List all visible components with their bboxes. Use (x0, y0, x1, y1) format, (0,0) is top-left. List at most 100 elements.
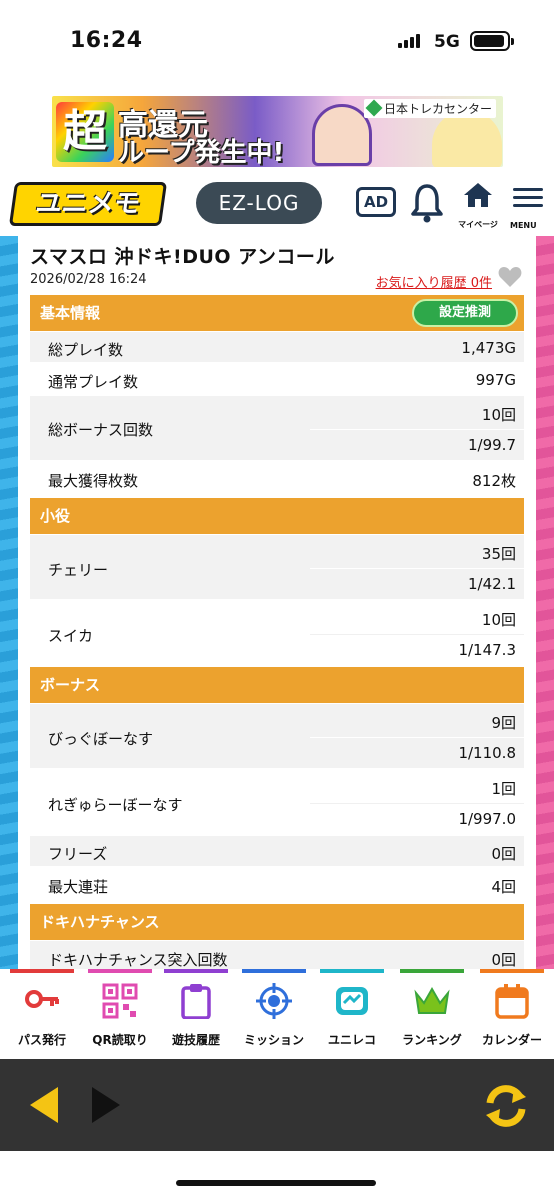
banner-brand: 日本トレカセンター (364, 99, 496, 118)
section-header-bonus: ボーナス (30, 667, 524, 703)
row-value: 1,473G (461, 339, 516, 357)
row-value: 0回 (491, 949, 516, 969)
favorite-history-link[interactable]: お気に入り履歴 0件 (376, 272, 492, 291)
heart-icon[interactable] (498, 266, 522, 288)
forward-arrow-icon[interactable] (92, 1087, 120, 1123)
row-divider (310, 737, 524, 738)
tab-play-history[interactable]: 遊技履歴 (160, 969, 232, 1059)
table-row: 総ボーナス回数 10回 1/99.7 (30, 396, 524, 462)
ez-log-button[interactable]: EZ-LOG (196, 182, 322, 224)
table-row: 総プレイ数 1,473G (30, 332, 524, 364)
tab-label: 遊技履歴 (156, 1031, 236, 1048)
row-value: 10回 (482, 404, 516, 425)
tab-calendar[interactable]: カレンダー (476, 969, 548, 1059)
row-label: れぎゅらーぼーなす (48, 794, 183, 815)
row-divider (310, 803, 524, 804)
clipboard-icon (178, 983, 214, 1019)
row-sub-value: 1/997.0 (458, 810, 516, 828)
banner-brand-text: 日本トレカセンター (384, 102, 492, 116)
right-decoration (536, 236, 554, 969)
tab-color-bar (164, 969, 228, 973)
home-indicator (176, 1180, 376, 1186)
bell-icon[interactable] (410, 182, 444, 224)
status-time: 16:24 (70, 28, 143, 53)
table-row: スイカ 10回 1/147.3 (30, 601, 524, 665)
section-header-basic: 基本情報 設定推測 (30, 295, 524, 331)
row-sub-value: 1/42.1 (468, 575, 516, 593)
battery-icon (470, 31, 510, 51)
datetime: 2026/02/28 16:24 (30, 272, 147, 287)
unireco-icon (334, 983, 370, 1019)
row-sub-value: 1/147.3 (458, 641, 516, 659)
row-label: ドキハナチャンス突入回数 (48, 949, 228, 969)
home-icon (463, 182, 493, 208)
signal-icon (398, 34, 426, 48)
site-logo[interactable]: ユニメモ (9, 182, 167, 226)
tab-color-bar (320, 969, 384, 973)
table-row: 最大連荘 4回 (30, 868, 524, 902)
row-divider (310, 429, 524, 430)
table-row: 最大獲得枚数 812枚 (30, 462, 524, 496)
tab-label: ランキング (392, 1031, 472, 1048)
section-title: ドキハナチャンス (40, 913, 160, 931)
tab-label: パス発行 (2, 1031, 82, 1048)
mypage-button[interactable]: マイページ (458, 182, 498, 230)
tab-label: ミッション (234, 1031, 314, 1048)
row-label: 総ボーナス回数 (48, 419, 153, 440)
tab-pass-issue[interactable]: パス発行 (6, 969, 78, 1059)
row-divider (310, 634, 524, 635)
table-row: れぎゅらーぼーなす 1回 1/997.0 (30, 770, 524, 836)
row-label: 総プレイ数 (48, 339, 123, 360)
table-row: びっぐぼーなす 9回 1/110.8 (30, 704, 524, 770)
row-sub-value: 1/110.8 (458, 744, 516, 762)
row-value: 812枚 (472, 470, 516, 491)
status-bar: 16:24 5G (0, 0, 554, 84)
tab-color-bar (400, 969, 464, 973)
row-value: 997G (476, 371, 516, 389)
main-content[interactable]: スマスロ 沖ドキ!DUO アンコール 2026/02/28 16:24 お気に入… (30, 236, 524, 969)
target-icon (256, 983, 292, 1019)
row-divider (310, 568, 524, 569)
ad-button[interactable]: AD (356, 187, 396, 217)
section-title: 小役 (40, 507, 70, 525)
tab-mission[interactable]: ミッション (238, 969, 310, 1059)
section-title: ボーナス (40, 676, 100, 694)
tab-unireco[interactable]: ユニレコ (316, 969, 388, 1059)
banner-line2: ループ発生中! (118, 132, 284, 167)
network-label: 5G (434, 32, 460, 52)
tab-label: カレンダー (472, 1031, 552, 1048)
row-label: びっぐぼーなす (48, 728, 153, 749)
tab-ranking[interactable]: ランキング (396, 969, 468, 1059)
menu-button[interactable]: MENU (510, 184, 546, 230)
row-label: フリーズ (48, 843, 107, 864)
left-decoration (0, 236, 18, 969)
tab-label: QR読取り (80, 1031, 160, 1048)
banner-character-image (312, 104, 372, 166)
tab-qr-read[interactable]: QR読取り (84, 969, 156, 1059)
ad-banner[interactable]: 超 高還元 ループ発生中! 日本トレカセンター (52, 96, 503, 167)
bottom-tab-bar: パス発行 QR読取り 遊技履歴 ミッション ユニレコ ランキング カレンダー (0, 969, 554, 1059)
section-header-dokihana: ドキハナチャンス (30, 904, 524, 940)
mypage-label: マイページ (458, 219, 498, 230)
row-label: スイカ (48, 625, 93, 646)
row-value: 4回 (491, 876, 516, 897)
row-sub-value: 1/99.7 (468, 436, 516, 454)
browser-toolbar (0, 1059, 554, 1151)
section-header-koyaku: 小役 (30, 498, 524, 534)
row-value: 35回 (482, 543, 516, 564)
page-title: スマスロ 沖ドキ!DUO アンコール (30, 242, 335, 269)
row-label: 最大連荘 (48, 876, 108, 897)
site-header: ユニメモ EZ-LOG AD マイページ MENU (0, 176, 554, 236)
row-label: 最大獲得枚数 (48, 470, 138, 491)
back-arrow-icon[interactable] (30, 1087, 58, 1123)
banner-character-image (432, 110, 502, 167)
tab-label: ユニレコ (312, 1031, 392, 1048)
menu-label: MENU (510, 221, 546, 230)
table-row: ドキハナチャンス突入回数 0回 (30, 941, 524, 969)
table-row: フリーズ 0回 (30, 836, 524, 868)
estimate-setting-button[interactable]: 設定推測 (412, 299, 518, 327)
table-row: チェリー 35回 1/42.1 (30, 535, 524, 601)
reload-icon[interactable] (480, 1081, 532, 1131)
row-value: 0回 (491, 843, 516, 864)
banner-big-char: 超 (56, 102, 114, 162)
